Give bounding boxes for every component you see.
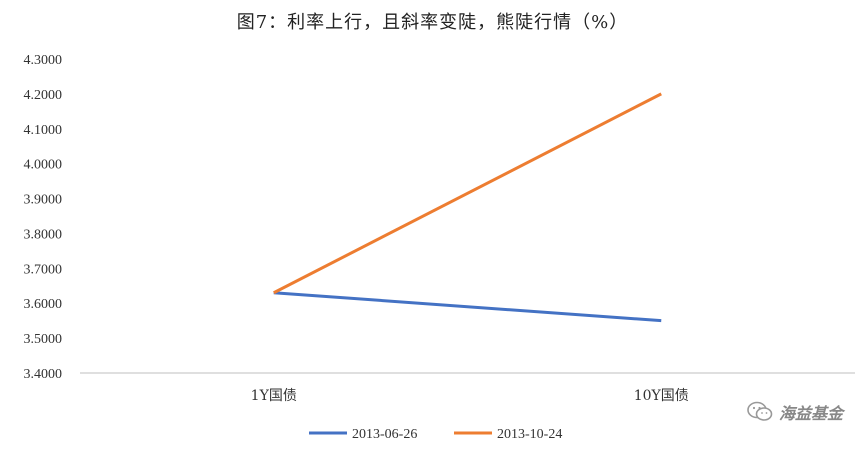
series-line-2013-06-26	[273, 291, 662, 323]
y-tick-label: 4.0000	[24, 158, 63, 173]
y-tick-label: 3.4000	[24, 367, 63, 382]
legend-label: 2013-10-24	[497, 427, 562, 442]
y-tick-label: 4.3000	[24, 53, 63, 68]
legend-label: 2013-06-26	[352, 427, 417, 442]
y-tick-label: 4.2000	[24, 88, 63, 103]
series-line-2013-10-24	[273, 92, 662, 295]
chart-title: 图7：利率上行，且斜率变陡，熊陡行情（%）	[236, 12, 629, 33]
x-axis-tick-labels: 1Y国债 10Y国债	[251, 388, 689, 404]
y-tick-label: 4.1000	[24, 123, 63, 138]
legend: 2013-06-26 2013-10-24	[309, 427, 562, 442]
y-tick-label: 3.7000	[24, 262, 63, 277]
y-tick-label: 3.9000	[24, 193, 63, 208]
x-tick-label: 10Y国债	[634, 388, 689, 404]
y-axis-tick-labels: 4.3000 4.2000 4.1000 4.0000 3.9000 3.8000 3.70…	[24, 53, 63, 382]
wechat-icon	[747, 401, 773, 421]
watermark: 海益基金	[747, 400, 843, 424]
series-lines	[273, 92, 662, 323]
y-tick-label: 3.5000	[24, 332, 63, 347]
y-tick-label: 3.6000	[24, 297, 63, 312]
x-tick-label: 1Y国债	[251, 388, 297, 404]
y-tick-label: 3.8000	[24, 227, 63, 242]
watermark-text: 海益基金	[778, 404, 843, 423]
